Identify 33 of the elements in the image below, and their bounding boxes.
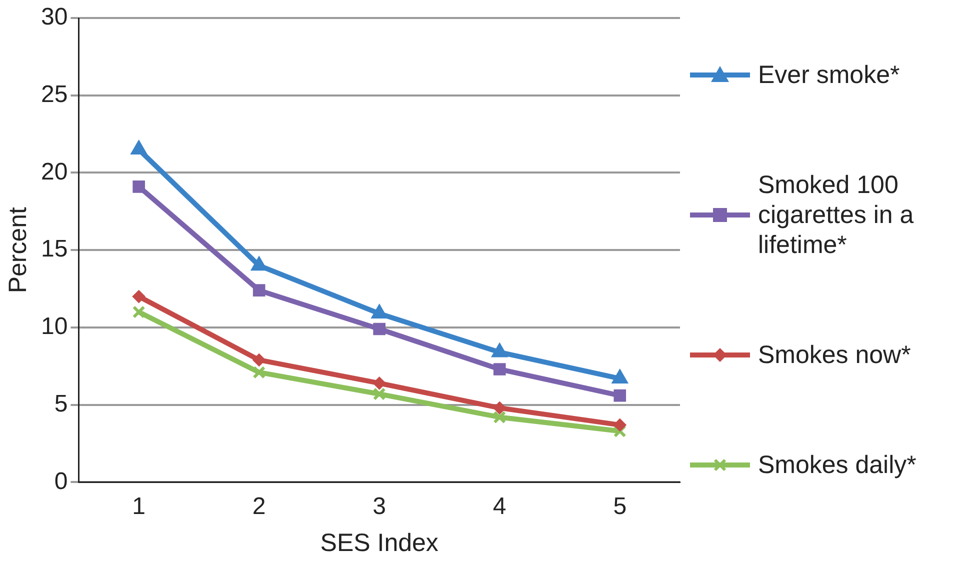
point: [493, 410, 506, 424]
point: [373, 322, 386, 336]
y-tick-label: 25: [40, 80, 68, 108]
point: [252, 284, 266, 296]
point: [493, 401, 506, 414]
x-tick-label: 5: [613, 493, 627, 520]
x-tick-label: 4: [492, 493, 506, 520]
point: [613, 418, 626, 432]
y-tick-label: 30: [40, 4, 68, 31]
x-tick-label: 1: [132, 493, 146, 520]
point: [132, 306, 146, 318]
y-tick-label: 10: [40, 313, 68, 340]
point: [372, 388, 386, 400]
legend-label: Smokes daily*: [758, 450, 916, 480]
point: [613, 424, 626, 438]
point: [372, 376, 386, 390]
y-axis-title: Percent: [4, 206, 32, 294]
point: [132, 290, 146, 304]
point: [252, 366, 266, 379]
x-tick-label: 2: [252, 493, 266, 520]
point: [614, 389, 626, 402]
point: [252, 353, 266, 366]
legend-label: Ever smoke*: [758, 60, 900, 90]
y-tick-label: 15: [40, 236, 68, 263]
legend-label: Smokes now*: [758, 340, 911, 370]
point: [132, 180, 145, 193]
y-tick-label: 0: [54, 468, 68, 495]
point: [493, 363, 506, 376]
x-axis-title: SES Index: [320, 528, 439, 557]
legend-label: Smoked 100 cigarettes in a lifetime*: [758, 170, 915, 260]
y-tick-label: 5: [54, 390, 68, 418]
y-tick-label: 20: [40, 158, 68, 186]
x-tick-label: 3: [372, 493, 386, 520]
